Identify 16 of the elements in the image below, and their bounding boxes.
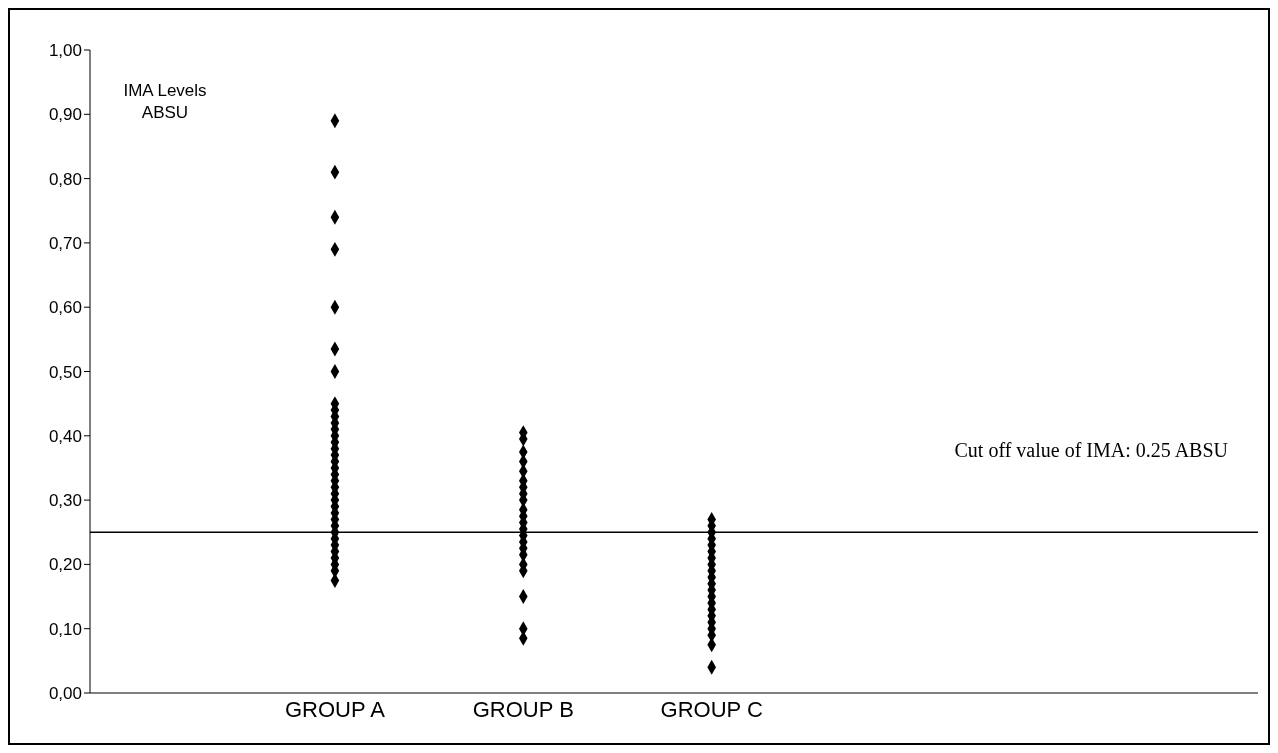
y-tick-label: 0,70	[48, 233, 82, 253]
y-tick-label: 0,10	[48, 619, 82, 639]
y-tick-label: 0,40	[48, 426, 82, 446]
x-tick-label: GROUP A	[284, 696, 386, 722]
x-tick-label: GROUP B	[472, 696, 574, 722]
y-tick-label: 0,90	[48, 105, 82, 125]
y-tick-label: 0,80	[48, 169, 82, 189]
x-tick-label: GROUP C	[660, 696, 763, 722]
y-tick-label: 0,20	[48, 555, 82, 575]
y-tick-label: 0,00	[48, 684, 82, 704]
y-tick-label: 0,50	[48, 362, 82, 382]
y-axis-title: IMA Levels ABSU	[122, 80, 208, 124]
ref-line-label: Cut off value of IMA: 0.25 ABSU	[954, 439, 1229, 462]
y-tick-label: 0,60	[48, 298, 82, 318]
y-tick-label: 0,30	[48, 491, 82, 511]
y-tick-label: 1,00	[48, 41, 82, 61]
